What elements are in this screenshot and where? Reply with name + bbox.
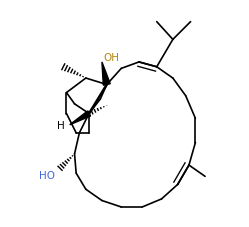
Text: HO: HO	[39, 171, 55, 181]
Text: H: H	[57, 121, 65, 131]
Polygon shape	[102, 62, 110, 85]
Polygon shape	[70, 111, 90, 125]
Text: OH: OH	[103, 53, 119, 63]
